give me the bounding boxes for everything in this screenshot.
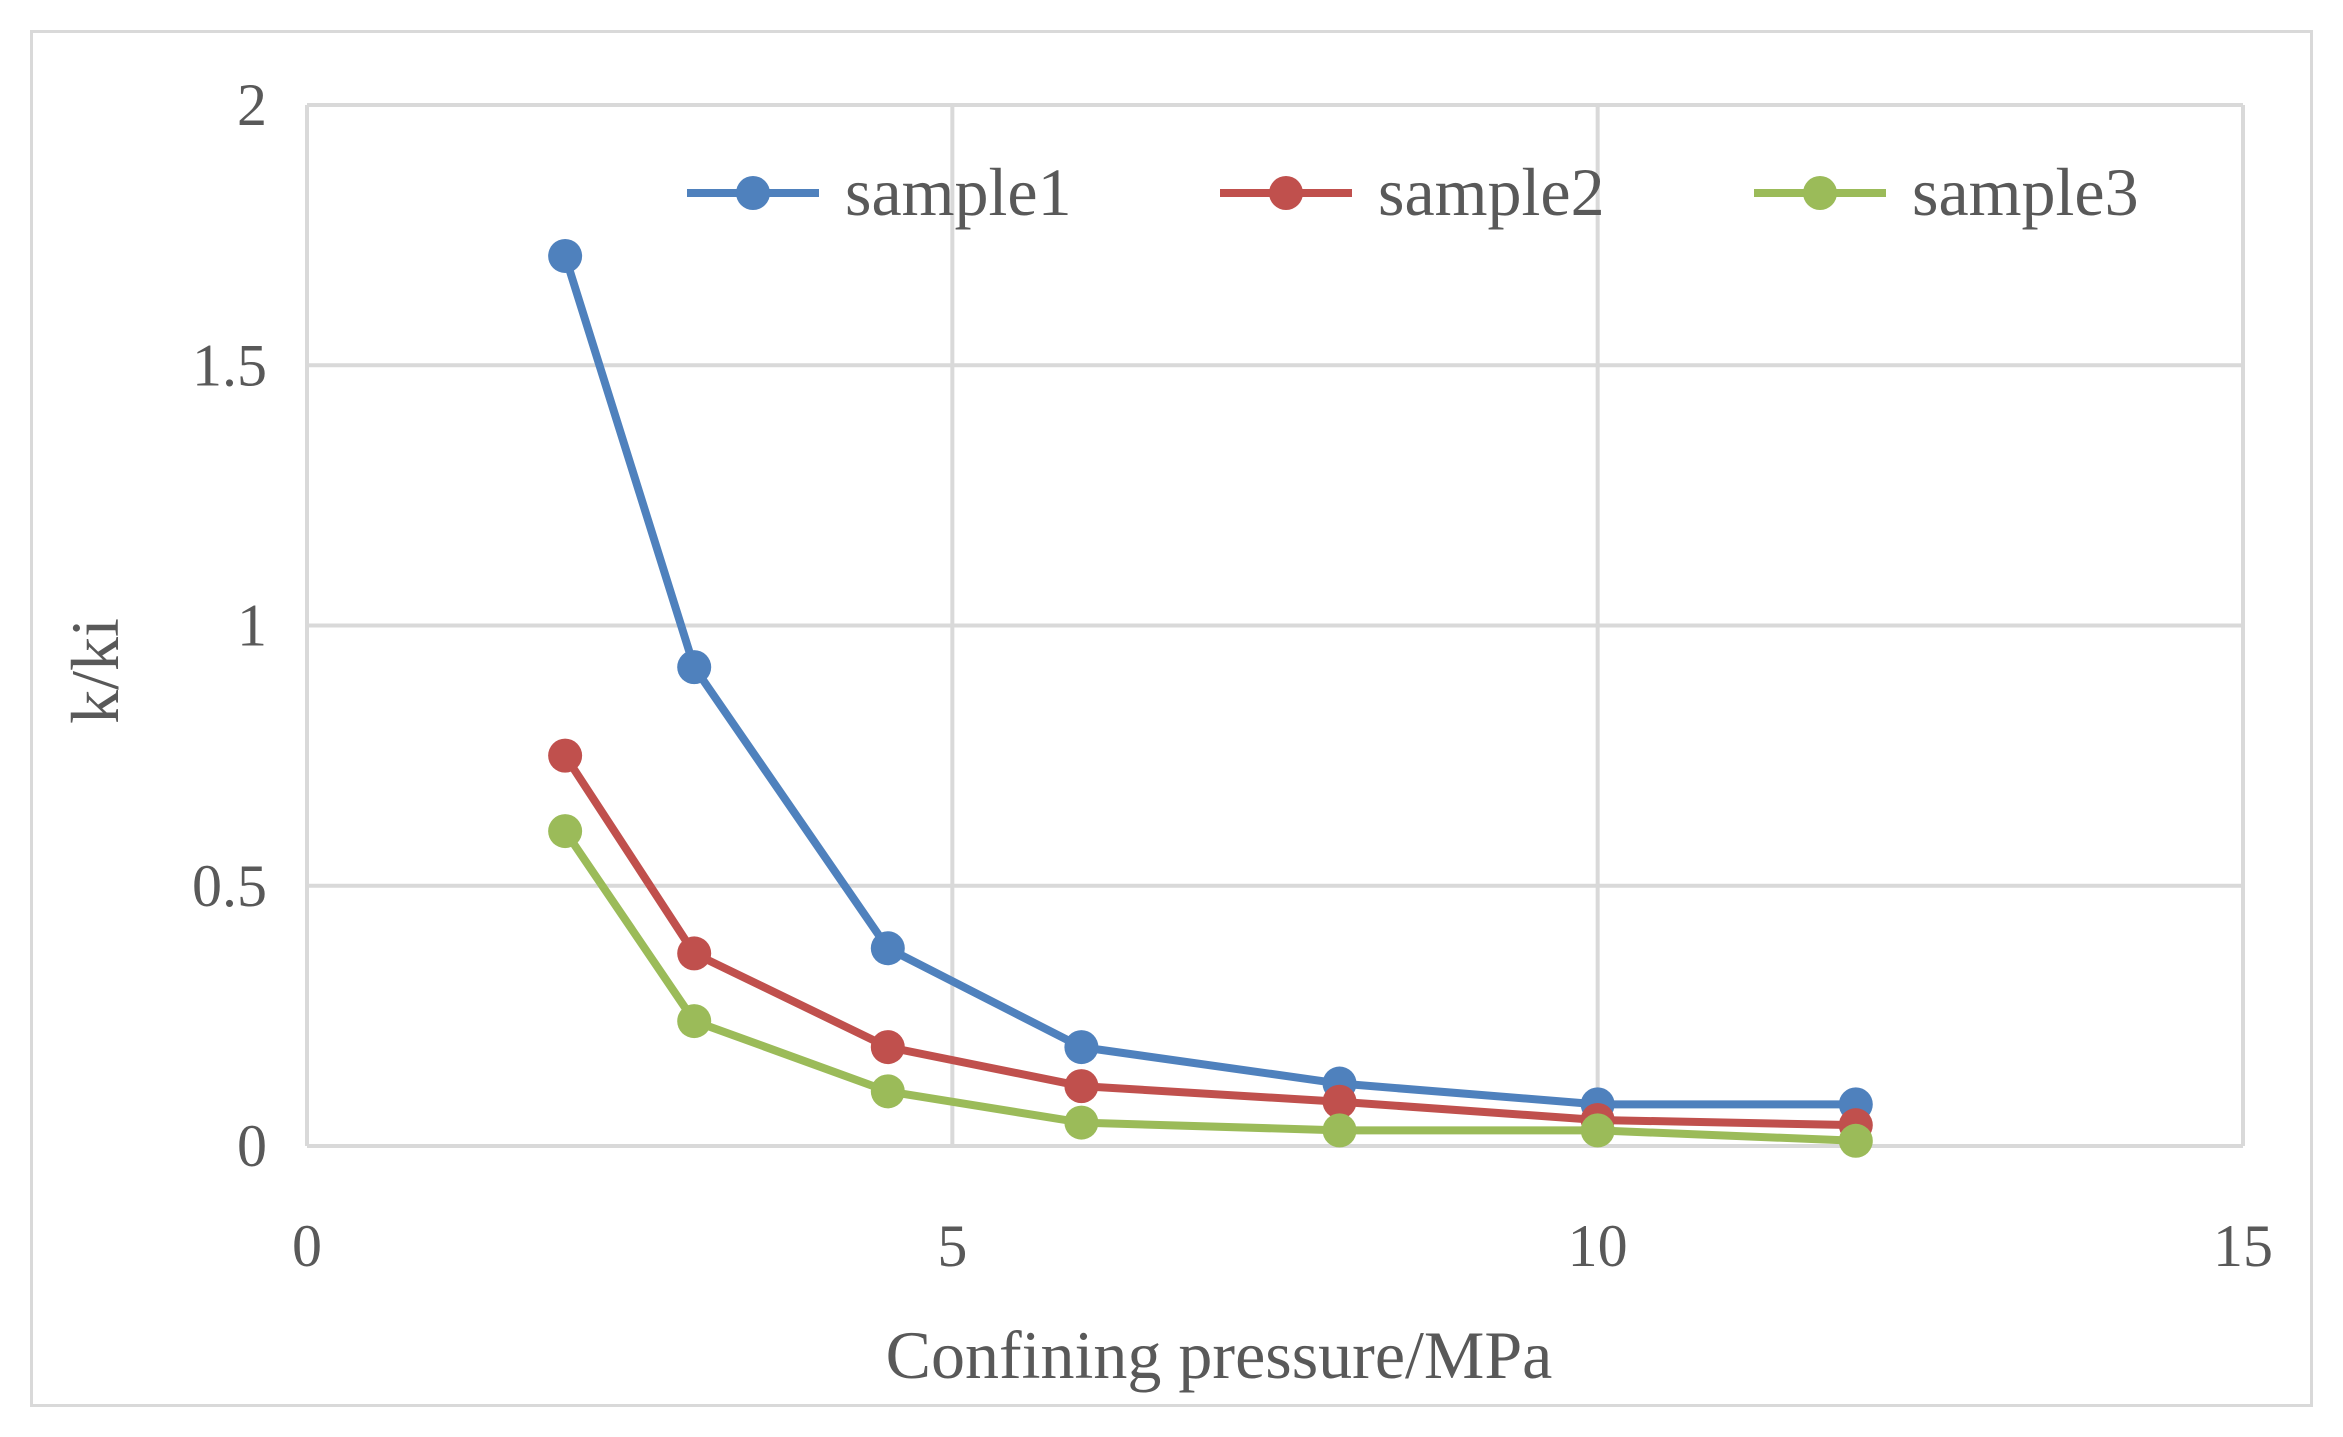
x-tick-label: 5 [937,1213,967,1279]
series-sample1 [548,238,1873,1122]
x-tick-label: 0 [292,1213,322,1279]
data-point-sample2 [1064,1069,1099,1104]
data-point-sample1 [548,238,583,273]
legend-label: sample2 [1378,154,1605,230]
y-tick-label: 1 [237,593,267,659]
data-point-sample3 [548,814,583,849]
data-point-sample2 [677,936,712,971]
legend-item-sample3: sample3 [1754,154,2139,230]
tick-labels: 0 0.5 1 1.5 2 0 5 10 15 [192,72,2273,1279]
data-point-sample1 [1064,1030,1099,1065]
series-line-sample1 [561,254,1856,1109]
data-point-sample3 [677,1004,712,1039]
y-tick-label: 2 [237,72,267,138]
data-point-sample1 [870,931,905,966]
data-point-sample2 [870,1030,905,1065]
series-sample3 [548,814,1873,1158]
legend-item-sample1: sample1 [687,154,1072,230]
x-tick-label: 15 [2213,1213,2273,1279]
data-point-sample1 [677,650,712,685]
gridlines [305,103,2245,1148]
legend-marker [1803,176,1837,210]
legend-marker [1269,176,1303,210]
data-point-sample3 [1064,1105,1099,1140]
y-tick-label: 0 [237,1113,267,1179]
y-tick-label: 1.5 [192,332,267,398]
data-point-sample3 [1322,1113,1357,1148]
data-point-sample3 [870,1074,905,1109]
legend-item-sample2: sample2 [1220,154,1605,230]
chart-frame [30,30,2313,1407]
y-axis-title: k/ki [57,618,133,724]
legend-marker [736,176,770,210]
data-point-sample2 [548,738,583,773]
legend-label: sample3 [1912,154,2139,230]
x-tick-label: 10 [1568,1213,1628,1279]
data-point-sample3 [1580,1113,1615,1148]
series-line-sample2 [561,753,1856,1130]
legend: sample1 sample2 sample3 [687,154,2139,230]
series-sample2 [548,738,1873,1143]
series-group [548,238,1873,1158]
data-point-sample2 [1322,1084,1357,1119]
legend-label: sample1 [845,154,1072,230]
y-tick-label: 0.5 [192,853,267,919]
x-axis-title: Confining pressure/MPa [886,1317,1553,1393]
data-point-sample3 [1838,1123,1873,1158]
